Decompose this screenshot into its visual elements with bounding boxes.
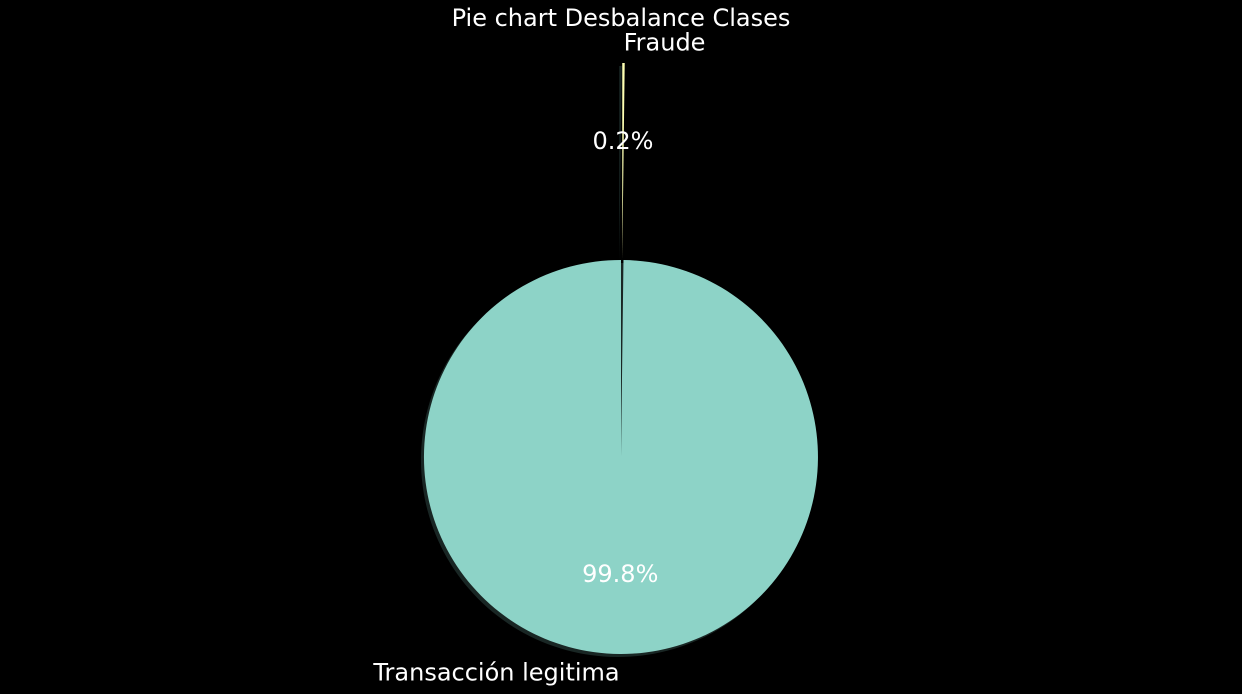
slice-label-transaccion-legitima: Transacción legitima <box>372 659 619 687</box>
slice-percent-transaccion-legitima: 99.8% <box>582 560 658 588</box>
slice-percent-fraude: 0.2% <box>592 127 653 155</box>
chart-title: Pie chart Desbalance Clases <box>452 4 791 32</box>
label-layer: Transacción legitima 99.8% Fraude 0.2% <box>372 28 705 686</box>
slice-layer <box>423 63 818 654</box>
pie-slice-fraude <box>622 63 625 261</box>
pie-slice-transaccion-legitima <box>423 260 818 654</box>
slice-label-fraude: Fraude <box>624 28 706 56</box>
slice-shadow-fraude <box>619 66 622 264</box>
